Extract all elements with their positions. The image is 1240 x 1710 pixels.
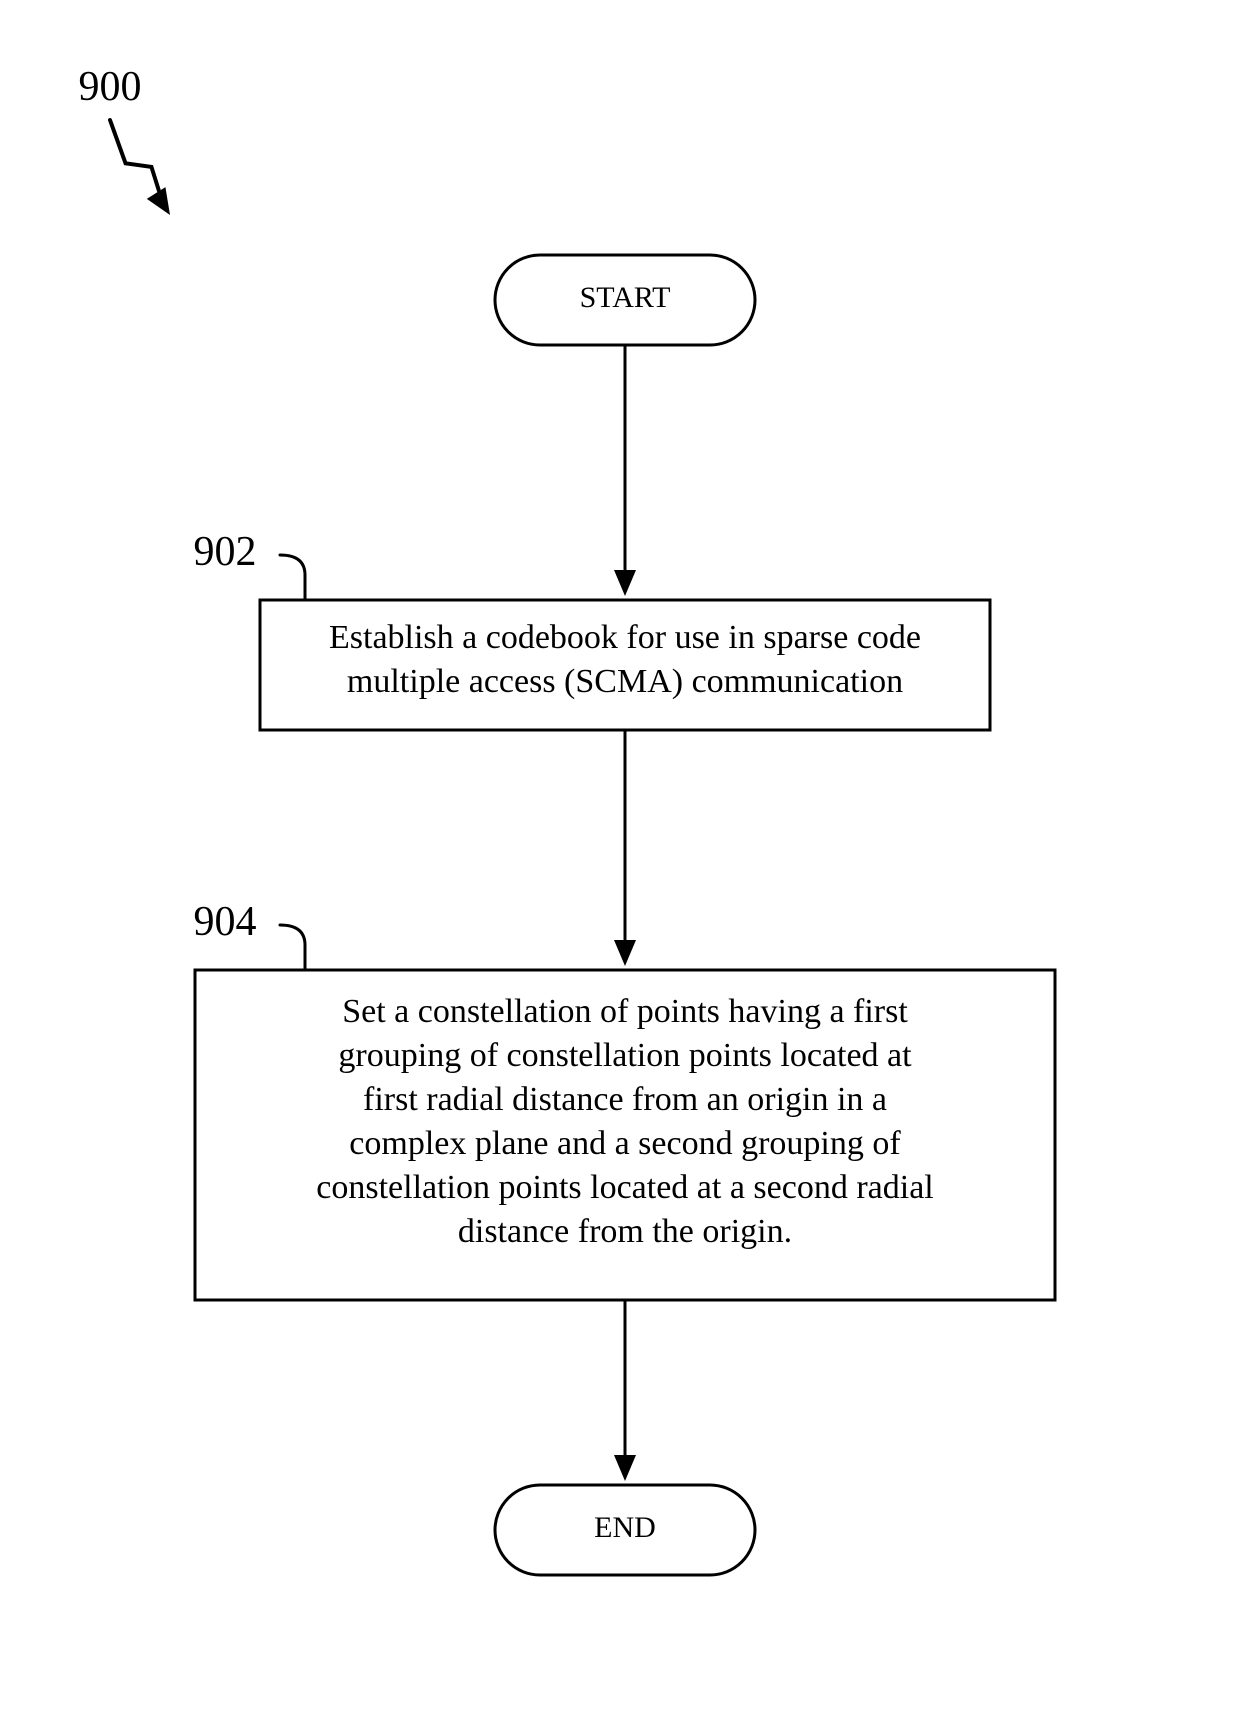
flow-arrow — [614, 730, 636, 966]
step-text-904-line-2: first radial distance from an origin in … — [363, 1081, 887, 1118]
end-node: END — [495, 1485, 755, 1575]
step-text-904-line-4: constellation points located at a second… — [316, 1169, 933, 1206]
figure-pointer-arrow — [110, 120, 163, 204]
end-node-label: END — [594, 1511, 656, 1544]
start-node: START — [495, 255, 755, 345]
step-text-904-line-0: Set a constellation of points having a f… — [342, 993, 908, 1030]
step-text-904-line-3: complex plane and a second grouping of — [349, 1125, 901, 1162]
step-ref-hook-902 — [280, 555, 305, 605]
step-ref-hook-904 — [280, 925, 305, 975]
process-step-902: 902 Establish a codebook for use in spars… — [194, 529, 991, 730]
step-ref-904: 904 — [194, 899, 257, 945]
flow-arrow — [614, 345, 636, 596]
step-text-902-line-1: multiple access (SCMA) communication — [347, 663, 903, 700]
flow-arrow — [614, 1300, 636, 1481]
step-text-902-line-0: Establish a codebook for use in sparse c… — [329, 619, 921, 656]
step-text-904-line-1: grouping of constellation points located… — [338, 1037, 912, 1074]
step-ref-902: 902 — [194, 529, 257, 575]
start-node-label: START — [580, 281, 671, 314]
figure-number: 900 — [79, 64, 142, 110]
step-text-904-line-5: distance from the origin. — [458, 1213, 792, 1250]
